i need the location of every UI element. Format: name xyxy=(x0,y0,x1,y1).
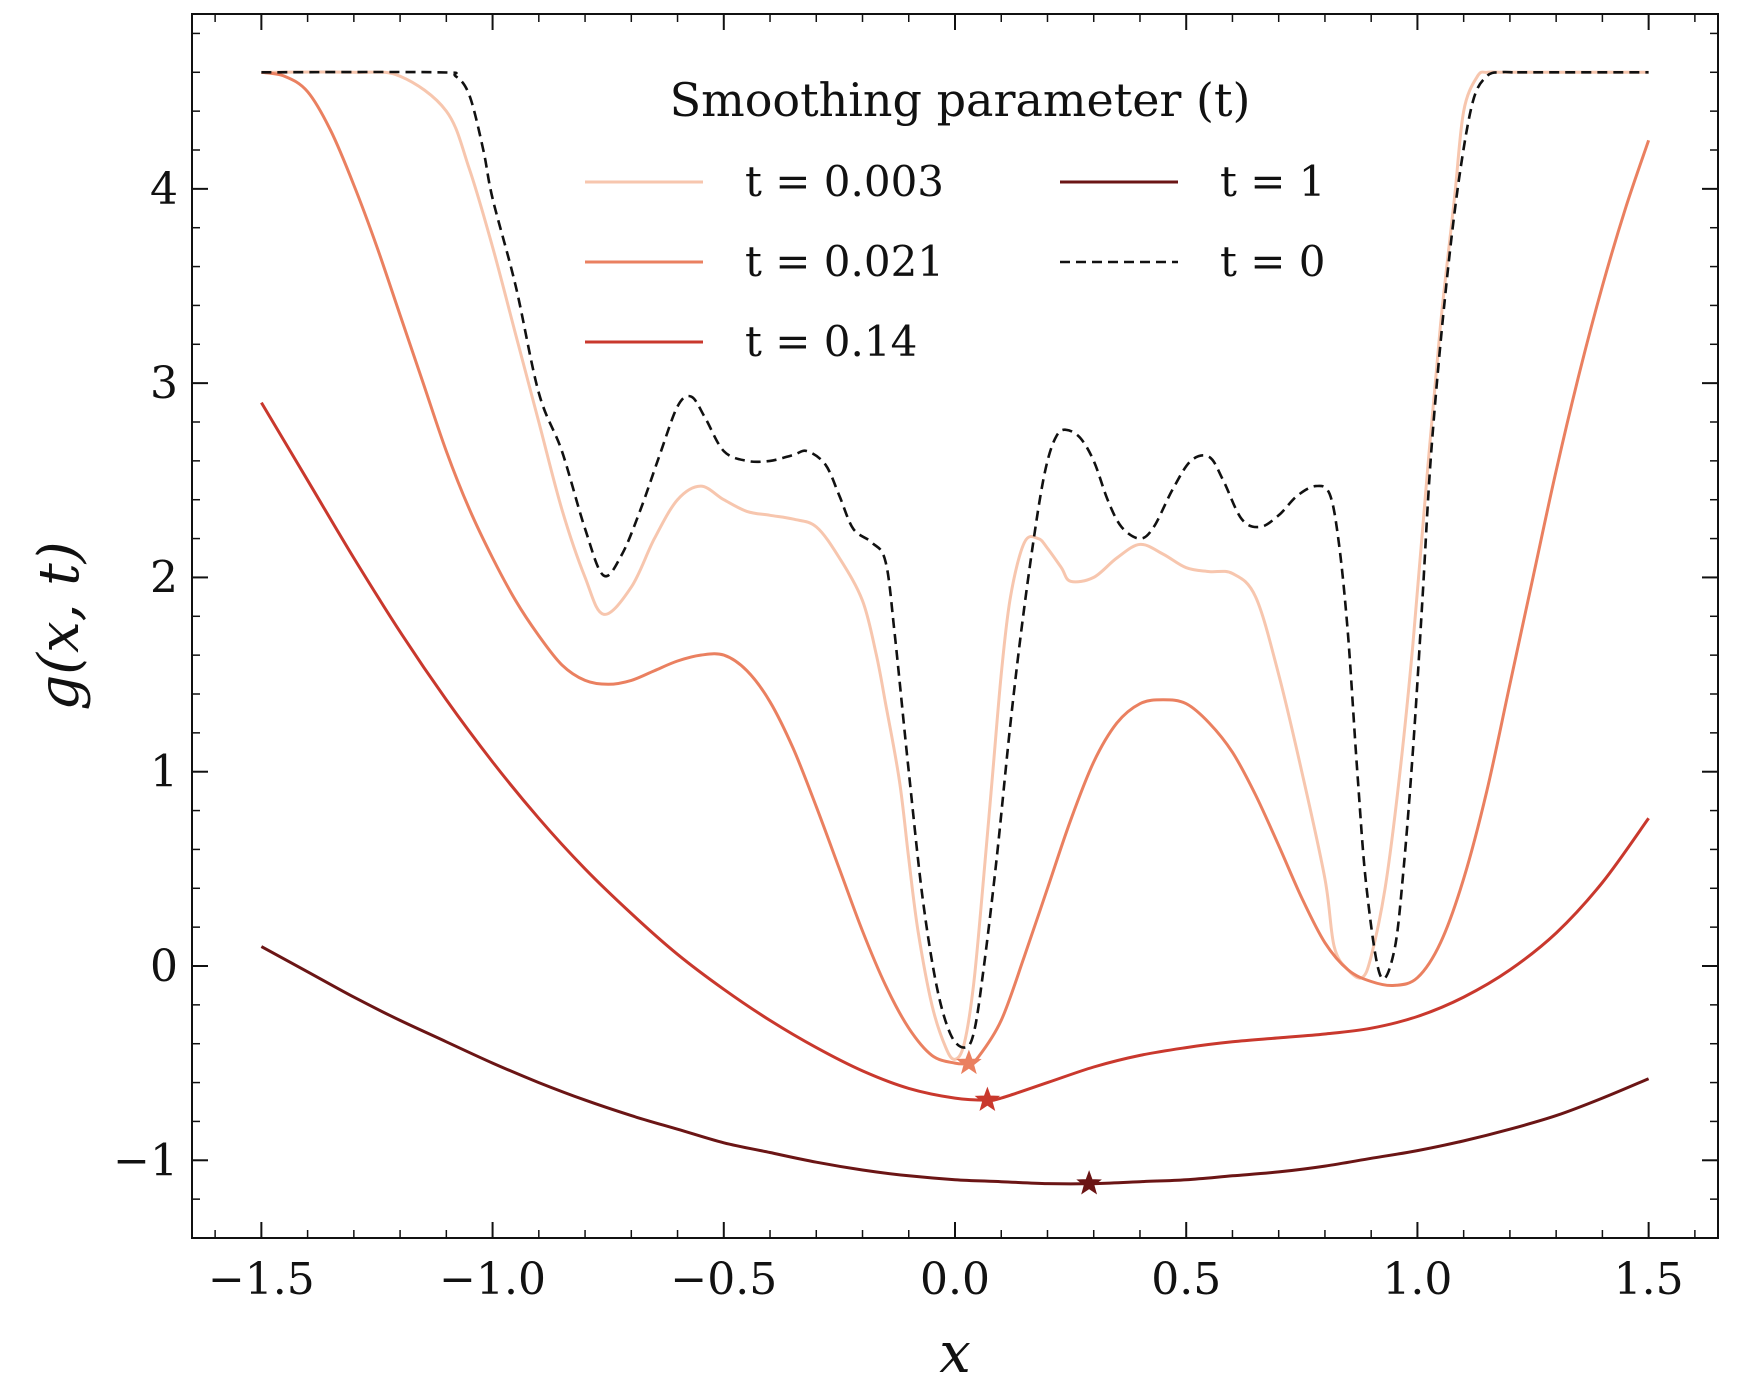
x-tick-label: 0.0 xyxy=(920,1254,990,1305)
x-axis-label: x xyxy=(939,1321,971,1386)
x-tick-label: 1.5 xyxy=(1614,1254,1684,1305)
series-line-2 xyxy=(261,70,1651,1066)
series-line-4 xyxy=(260,945,1650,1186)
minimum-star-marker xyxy=(974,1086,1001,1111)
series-line-3 xyxy=(260,401,1650,1102)
minimum-star-marker xyxy=(956,1049,982,1075)
legend-item: t = 0 xyxy=(1060,237,1326,286)
y-tick-label: 2 xyxy=(150,552,178,603)
legend-label: t = 1 xyxy=(1220,157,1326,206)
y-tick-label: 0 xyxy=(150,941,178,992)
x-tick-label: −0.5 xyxy=(670,1254,777,1305)
legend-label: t = 0.021 xyxy=(745,237,944,286)
legend-label: t = 0.14 xyxy=(745,317,917,366)
series-layer xyxy=(260,70,1651,1186)
x-tick-label: −1.0 xyxy=(439,1254,546,1305)
x-tick-label: −1.5 xyxy=(208,1254,315,1305)
series-line-5 xyxy=(261,70,1649,1049)
legend-label: t = 0.003 xyxy=(745,157,944,206)
y-tick-label: 3 xyxy=(150,358,178,409)
plot-frame xyxy=(191,13,1719,1239)
legend-item: t = 1 xyxy=(1060,157,1326,206)
y-axis-label: g(x, t) xyxy=(27,541,92,710)
legend-item: t = 0.021 xyxy=(585,237,944,286)
y-tick-label: 1 xyxy=(150,747,178,798)
tick-labels: −1.5 −1.0 −0.5 0.0 0.5 1.0 1.5 −1 0 1 2 3 4 xyxy=(113,164,1684,1305)
axis-ticks xyxy=(192,14,1718,1239)
legend-title: Smoothing parameter (t) xyxy=(670,73,1251,127)
y-tick-label: −1 xyxy=(113,1135,178,1186)
marker-layer xyxy=(956,1049,1102,1195)
legend-items: t = 0.003 t = 0.021 t = 0.14 t = 1 t = 0 xyxy=(585,157,1326,366)
legend-item: t = 0.003 xyxy=(585,157,944,206)
x-tick-label: 0.5 xyxy=(1151,1254,1221,1305)
legend-label: t = 0 xyxy=(1220,237,1326,286)
y-tick-label: 4 xyxy=(150,164,178,215)
x-tick-label: 1.0 xyxy=(1382,1254,1452,1305)
minimum-star-marker xyxy=(1076,1170,1102,1195)
legend-item: t = 0.14 xyxy=(585,317,917,366)
series-line-1 xyxy=(261,70,1649,1061)
